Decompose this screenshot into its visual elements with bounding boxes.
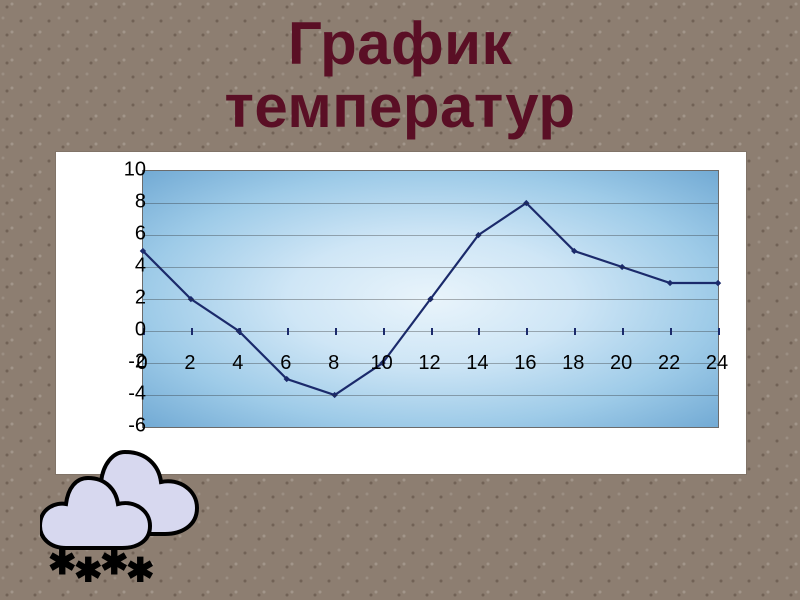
data-marker <box>667 280 673 286</box>
x-tick <box>239 328 241 335</box>
title-line-1: График <box>288 10 512 77</box>
x-axis-label: 18 <box>562 352 584 375</box>
snowflake-icon: ✱ <box>100 544 129 582</box>
y-axis-label: -4 <box>106 383 146 406</box>
x-axis-label: 6 <box>280 352 291 375</box>
y-axis-label: 4 <box>106 255 146 278</box>
gridline <box>143 203 718 204</box>
x-tick <box>335 328 337 335</box>
gridline <box>143 267 718 268</box>
gridline <box>143 395 718 396</box>
title-line-2: температур <box>224 73 575 140</box>
plot-area <box>142 170 719 428</box>
x-tick <box>191 328 193 335</box>
x-axis-label: 20 <box>610 352 632 375</box>
x-axis-label: 24 <box>706 352 728 375</box>
x-tick <box>287 328 289 335</box>
x-axis-label: 12 <box>418 352 440 375</box>
x-axis-label: 16 <box>514 352 536 375</box>
y-axis-label: 8 <box>106 191 146 214</box>
y-axis-label: 0 <box>106 319 146 342</box>
x-tick <box>383 328 385 335</box>
snowflakes: ✱ ✱ ✱ ✱ <box>48 544 155 582</box>
x-tick <box>574 328 576 335</box>
x-axis-label: 2 <box>184 352 195 375</box>
gridline <box>143 235 718 236</box>
data-marker <box>715 280 721 286</box>
x-tick <box>718 328 720 335</box>
chart-title: График температур <box>0 12 800 138</box>
x-tick <box>526 328 528 335</box>
x-tick <box>478 328 480 335</box>
snowflake-icon: ✱ <box>74 552 103 582</box>
y-axis-label: 10 <box>106 159 146 182</box>
y-axis-label: -6 <box>106 415 146 438</box>
x-axis-label: 10 <box>370 352 392 375</box>
x-axis-label: 4 <box>232 352 243 375</box>
y-axis-label: 6 <box>106 223 146 246</box>
weather-cloud-icon: ✱ ✱ ✱ ✱ <box>40 442 230 582</box>
x-tick <box>670 328 672 335</box>
snowflake-icon: ✱ <box>126 552 155 582</box>
chart-card: 1086420-2-4-6024681012141618202224 <box>56 152 746 474</box>
x-tick <box>622 328 624 335</box>
x-axis-label: 8 <box>328 352 339 375</box>
x-axis-label: 14 <box>466 352 488 375</box>
x-axis-label: 22 <box>658 352 680 375</box>
y-axis-label: 2 <box>106 287 146 310</box>
snowflake-icon: ✱ <box>48 544 77 582</box>
gridline <box>143 299 718 300</box>
x-tick <box>431 328 433 335</box>
x-axis-label: 0 <box>136 352 147 375</box>
